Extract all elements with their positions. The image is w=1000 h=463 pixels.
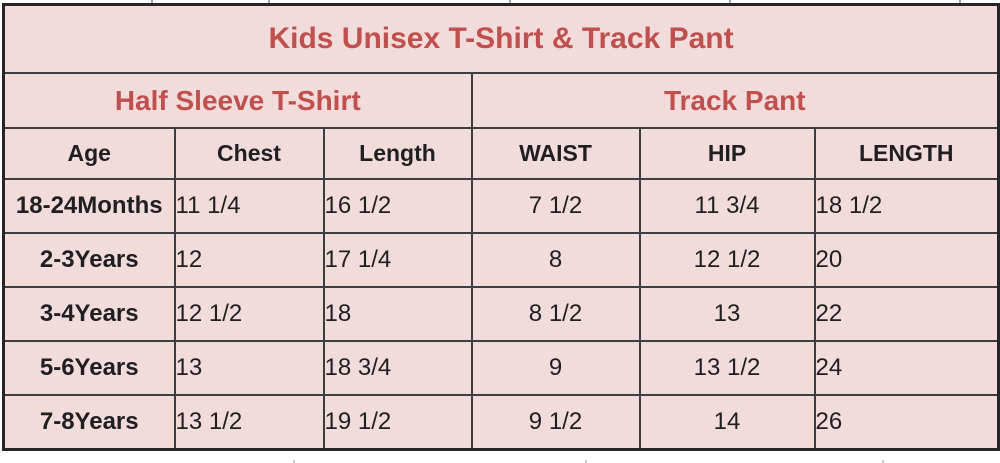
column-header-chest: Chest	[173, 127, 325, 180]
column-header-row: Age Chest Length WAIST HIP LENGTH	[2, 127, 1000, 180]
chest-cell: 11 1/4	[173, 178, 325, 234]
chest-cell: 13	[173, 340, 325, 396]
age-cell: 2-3Years	[2, 232, 176, 288]
chest-cell: 12	[173, 232, 325, 288]
waist-cell: 9	[470, 340, 641, 396]
tshirt-length-cell: 18 3/4	[322, 340, 473, 396]
pant-length-cell: 18 1/2	[813, 178, 1000, 234]
spreadsheet-gridline-tick	[585, 460, 587, 463]
table-row: 7-8Years 13 1/2 19 1/2 9 1/2 14 26	[2, 394, 1000, 451]
spreadsheet-gridline-tick	[151, 0, 153, 4]
tshirt-length-cell: 19 1/2	[322, 394, 473, 451]
spreadsheet-gridline-tick	[959, 0, 961, 4]
waist-cell: 8	[470, 232, 641, 288]
column-header-tshirt-length: Length	[322, 127, 473, 180]
hip-cell: 11 3/4	[638, 178, 816, 234]
pant-length-cell: 26	[813, 394, 1000, 451]
pant-length-cell: 24	[813, 340, 1000, 396]
pant-length-cell: 22	[813, 286, 1000, 342]
table-row: 2-3Years 12 17 1/4 8 12 1/2 20	[2, 232, 1000, 288]
spreadsheet-gridline-tick	[293, 460, 295, 463]
waist-cell: 7 1/2	[470, 178, 641, 234]
tshirt-length-cell: 16 1/2	[322, 178, 473, 234]
table-row: 18-24Months 11 1/4 16 1/2 7 1/2 11 3/4 1…	[2, 178, 1000, 234]
spreadsheet-gridline-tick	[729, 0, 731, 4]
table-row: 3-4Years 12 1/2 18 8 1/2 13 22	[2, 286, 1000, 342]
chest-cell: 13 1/2	[173, 394, 325, 451]
age-cell: 18-24Months	[2, 178, 176, 234]
age-cell: 5-6Years	[2, 340, 176, 396]
hip-cell: 12 1/2	[638, 232, 816, 288]
column-header-waist: WAIST	[470, 127, 641, 180]
hip-cell: 14	[638, 394, 816, 451]
chest-cell: 12 1/2	[173, 286, 325, 342]
pant-length-cell: 20	[813, 232, 1000, 288]
waist-cell: 8 1/2	[470, 286, 641, 342]
chart-title: Kids Unisex T-Shirt & Track Pant	[2, 3, 1000, 74]
spreadsheet-gridline-tick	[268, 0, 270, 4]
column-header-age: Age	[2, 127, 176, 180]
title-row: Kids Unisex T-Shirt & Track Pant	[2, 3, 1000, 74]
tshirt-length-cell: 18	[322, 286, 473, 342]
section-header-tshirt: Half Sleeve T-Shirt	[2, 72, 473, 129]
hip-cell: 13	[638, 286, 816, 342]
section-header-trackpant: Track Pant	[470, 72, 1000, 129]
section-header-row: Half Sleeve T-Shirt Track Pant	[2, 72, 1000, 129]
size-chart-table: Kids Unisex T-Shirt & Track Pant Half Sl…	[2, 3, 1000, 451]
table-row: 5-6Years 13 18 3/4 9 13 1/2 24	[2, 340, 1000, 396]
spreadsheet-gridline-tick	[882, 460, 884, 463]
age-cell: 3-4Years	[2, 286, 176, 342]
column-header-pant-length: LENGTH	[813, 127, 1000, 180]
hip-cell: 13 1/2	[638, 340, 816, 396]
waist-cell: 9 1/2	[470, 394, 641, 451]
spreadsheet-gridline-tick	[509, 0, 511, 4]
tshirt-length-cell: 17 1/4	[322, 232, 473, 288]
age-cell: 7-8Years	[2, 394, 176, 451]
column-header-hip: HIP	[638, 127, 816, 180]
